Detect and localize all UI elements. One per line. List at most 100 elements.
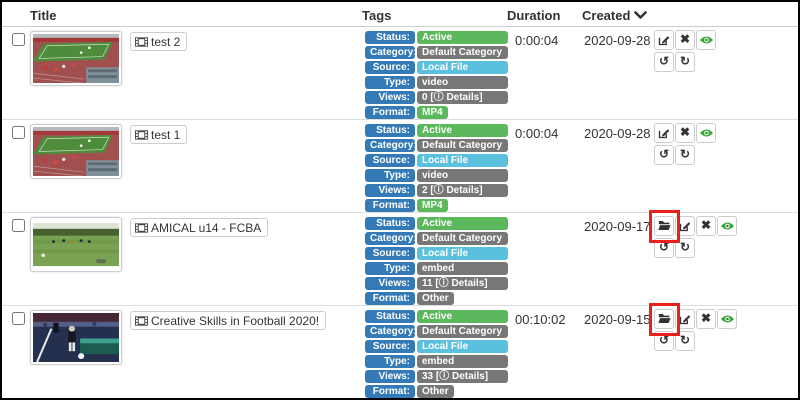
tag-list: Status: Active Category: Default Category … — [365, 310, 508, 398]
tag-label-views: Views: — [365, 91, 415, 104]
edit-button[interactable] — [675, 216, 695, 236]
tag-label-type: Type: — [365, 262, 415, 275]
table-row: test 1 Status: Active Category: Default Ca… — [2, 120, 798, 213]
film-strip-icon — [135, 130, 148, 140]
open-folder-icon — [657, 221, 671, 231]
tag-value-format: MP4 — [417, 106, 448, 119]
edit-button[interactable] — [654, 30, 674, 50]
column-header-created[interactable]: Created — [582, 8, 631, 23]
delete-button[interactable]: ✖ — [675, 123, 695, 143]
tag-value-format: MP4 — [417, 199, 448, 212]
created-value: 2020-09-17 17 — [584, 219, 669, 234]
tag-label-views: Views: — [365, 277, 415, 290]
tag-label-category: Category: — [365, 325, 417, 338]
video-title-chip[interactable]: test 2 — [130, 32, 188, 51]
preview-button[interactable] — [717, 216, 737, 236]
table-row: AMICAL u14 - FCBA Status: Active Category… — [2, 210, 798, 306]
tag-label-category: Category: — [365, 139, 417, 152]
tag-label-views: Views: — [365, 370, 415, 383]
tag-label-status: Status: — [365, 217, 415, 230]
created-value: 2020-09-28 13 — [584, 33, 669, 48]
tag-value-source: Local File — [417, 247, 508, 260]
folder-button[interactable] — [654, 309, 674, 329]
green-eye-icon — [720, 222, 734, 230]
tag-value-format: Other — [417, 385, 454, 398]
tag-label-type: Type: — [365, 355, 415, 368]
tag-label-status: Status: — [365, 31, 415, 44]
tag-value-type: embed — [417, 262, 508, 275]
green-eye-icon — [699, 36, 713, 44]
pencil-square-icon — [679, 315, 691, 325]
preview-button[interactable] — [696, 123, 716, 143]
undo-button[interactable]: ↺ — [654, 331, 674, 351]
tag-value-type: video — [417, 169, 508, 182]
green-eye-icon — [699, 129, 713, 137]
video-title: AMICAL u14 - FCBA — [151, 221, 262, 235]
tag-label-format: Format: — [365, 106, 415, 119]
row-actions: ✖ ↺ ↻ — [649, 210, 754, 260]
undo-button[interactable]: ↺ — [654, 238, 674, 258]
column-header-duration[interactable]: Duration — [507, 8, 561, 23]
preview-button[interactable] — [696, 30, 716, 50]
tag-value-type: video — [417, 76, 508, 89]
tag-label-type: Type: — [365, 169, 415, 182]
tag-value-category: Default Category — [417, 232, 508, 245]
redo-button[interactable]: ↻ — [675, 331, 695, 351]
delete-button[interactable]: ✖ — [696, 216, 716, 236]
tag-value-views[interactable]: 33 [ⓘ Details] — [417, 370, 508, 383]
tag-value-category: Default Category — [417, 139, 508, 152]
table-header: Title Tags Duration Created — [2, 2, 798, 27]
video-title-chip[interactable]: Creative Skills in Football 2020! — [130, 311, 327, 330]
tag-label-source: Source: — [365, 247, 415, 260]
video-thumbnail[interactable] — [30, 217, 122, 272]
tag-label-format: Format: — [365, 199, 415, 212]
video-thumbnail[interactable] — [30, 124, 122, 179]
tag-label-source: Source: — [365, 61, 415, 74]
tag-value-source: Local File — [417, 61, 508, 74]
column-header-title[interactable]: Title — [30, 8, 57, 23]
undo-button[interactable]: ↺ — [654, 145, 674, 165]
tag-value-status: Active — [417, 310, 508, 323]
film-strip-icon — [135, 37, 148, 47]
row-select-checkbox[interactable] — [12, 219, 25, 232]
video-title-chip[interactable]: AMICAL u14 - FCBA — [130, 218, 269, 237]
tag-value-views[interactable]: 0 [ⓘ Details] — [417, 91, 508, 104]
film-strip-icon — [135, 316, 148, 326]
edit-button[interactable] — [654, 123, 674, 143]
tag-label-category: Category: — [365, 46, 417, 59]
video-title: test 1 — [151, 128, 181, 142]
delete-button[interactable]: ✖ — [675, 30, 695, 50]
row-select-checkbox[interactable] — [12, 33, 25, 46]
tag-label-format: Format: — [365, 385, 415, 398]
tag-value-category: Default Category — [417, 325, 508, 338]
tag-value-views[interactable]: 11 [ⓘ Details] — [417, 277, 508, 290]
redo-button[interactable]: ↻ — [675, 145, 695, 165]
row-select-checkbox[interactable] — [12, 126, 25, 139]
created-value: 2020-09-28 13 — [584, 126, 669, 141]
tag-value-views[interactable]: 2 [ⓘ Details] — [417, 184, 508, 197]
column-header-tags[interactable]: Tags — [362, 8, 392, 23]
tag-list: Status: Active Category: Default Category … — [365, 31, 508, 121]
tag-list: Status: Active Category: Default Category … — [365, 124, 508, 214]
row-select-checkbox[interactable] — [12, 312, 25, 325]
row-actions: ✖ ↺ ↻ — [654, 123, 754, 167]
chevron-down-icon[interactable] — [634, 8, 647, 23]
film-strip-icon — [135, 223, 148, 233]
delete-button[interactable]: ✖ — [696, 309, 716, 329]
edit-button[interactable] — [675, 309, 695, 329]
video-title: Creative Skills in Football 2020! — [151, 314, 320, 328]
video-title-chip[interactable]: test 1 — [130, 125, 188, 144]
tag-value-format: Other — [417, 292, 454, 305]
duration-value: 0:00:04 — [515, 33, 559, 48]
preview-button[interactable] — [717, 309, 737, 329]
redo-button[interactable]: ↻ — [675, 238, 695, 258]
tag-value-source: Local File — [417, 340, 508, 353]
tag-value-source: Local File — [417, 154, 508, 167]
pencil-square-icon — [658, 129, 670, 139]
tag-value-status: Active — [417, 124, 508, 137]
video-thumbnail[interactable] — [30, 31, 122, 86]
undo-button[interactable]: ↺ — [654, 52, 674, 72]
video-thumbnail[interactable] — [30, 310, 122, 365]
redo-button[interactable]: ↻ — [675, 52, 695, 72]
folder-button[interactable] — [654, 216, 674, 236]
